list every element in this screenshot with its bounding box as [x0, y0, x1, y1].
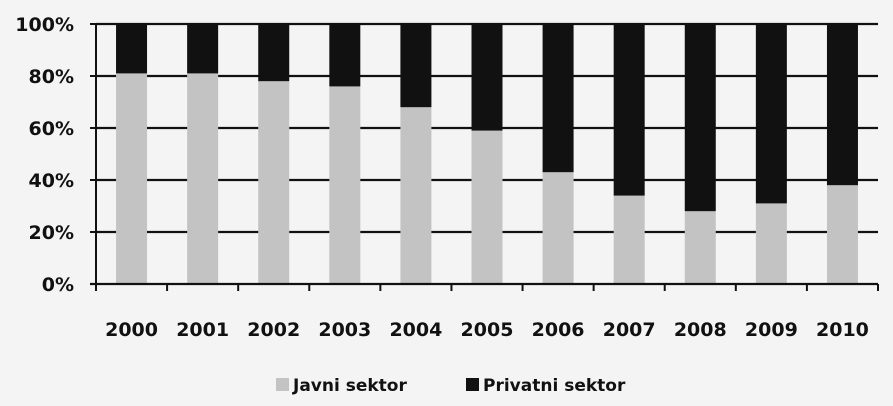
bar-privatni-sektor-2009 [755, 24, 787, 204]
x-tick-label: 2003 [318, 319, 371, 341]
y-tick-label: 0% [42, 274, 74, 296]
bar-javni-sektor-2003 [329, 86, 361, 285]
bar-privatni-sektor-2002 [258, 24, 290, 82]
bar-javni-sektor-2010 [826, 185, 858, 284]
bar-privatni-sektor-2010 [826, 24, 858, 186]
x-tick-label: 2000 [105, 319, 158, 341]
bar-privatni-sektor-2007 [613, 24, 645, 196]
x-tick-label: 2010 [816, 319, 869, 341]
legend-swatch-privatni-sektor [466, 378, 479, 391]
legend: Javni sektor Privatni sektor [276, 376, 626, 396]
x-tick-label: 2008 [674, 319, 727, 341]
y-tick-label: 60% [29, 118, 74, 140]
bar-javni-sektor-2008 [684, 211, 716, 284]
y-tick-label: 20% [29, 222, 74, 244]
bar-javni-sektor-2009 [755, 203, 787, 284]
bar-privatni-sektor-2008 [684, 24, 716, 212]
legend-swatch-javni-sektor [276, 378, 289, 391]
y-tick-label: 40% [29, 170, 74, 192]
x-tick-label: 2002 [247, 319, 300, 341]
bar-javni-sektor-2005 [471, 130, 503, 284]
bar-privatni-sektor-2000 [116, 24, 148, 74]
x-tick-label: 2001 [176, 319, 229, 341]
bar-privatni-sektor-2003 [329, 24, 361, 87]
x-tick-label: 2006 [532, 319, 585, 341]
y-tick-label: 80% [29, 66, 74, 88]
x-tick-label: 2004 [389, 319, 442, 341]
bar-javni-sektor-2001 [187, 73, 219, 285]
bars [116, 24, 858, 285]
x-tick-label: 2005 [461, 319, 514, 341]
axes [90, 23, 879, 291]
bar-javni-sektor-2007 [613, 195, 645, 284]
y-axis-tick-labels: 0% 20% 40% 60% 80% 100% [15, 14, 74, 296]
x-axis-tick-labels: 2000 2001 2002 2003 2004 2005 2006 2007 2008 2009… [105, 319, 869, 341]
bar-javni-sektor-2000 [116, 73, 148, 285]
bar-javni-sektor-2002 [258, 81, 290, 284]
bar-privatni-sektor-2005 [471, 24, 503, 131]
y-tick-label: 100% [15, 14, 74, 36]
bar-privatni-sektor-2006 [542, 24, 574, 173]
bar-privatni-sektor-2001 [187, 24, 219, 74]
bar-privatni-sektor-2004 [400, 24, 432, 108]
x-tick-label: 2007 [603, 319, 656, 341]
legend-label: Javni sektor [292, 376, 407, 396]
bar-javni-sektor-2006 [542, 172, 574, 284]
x-tick-label: 2009 [745, 319, 798, 341]
bar-javni-sektor-2004 [400, 107, 432, 284]
legend-label: Privatni sektor [483, 376, 626, 396]
